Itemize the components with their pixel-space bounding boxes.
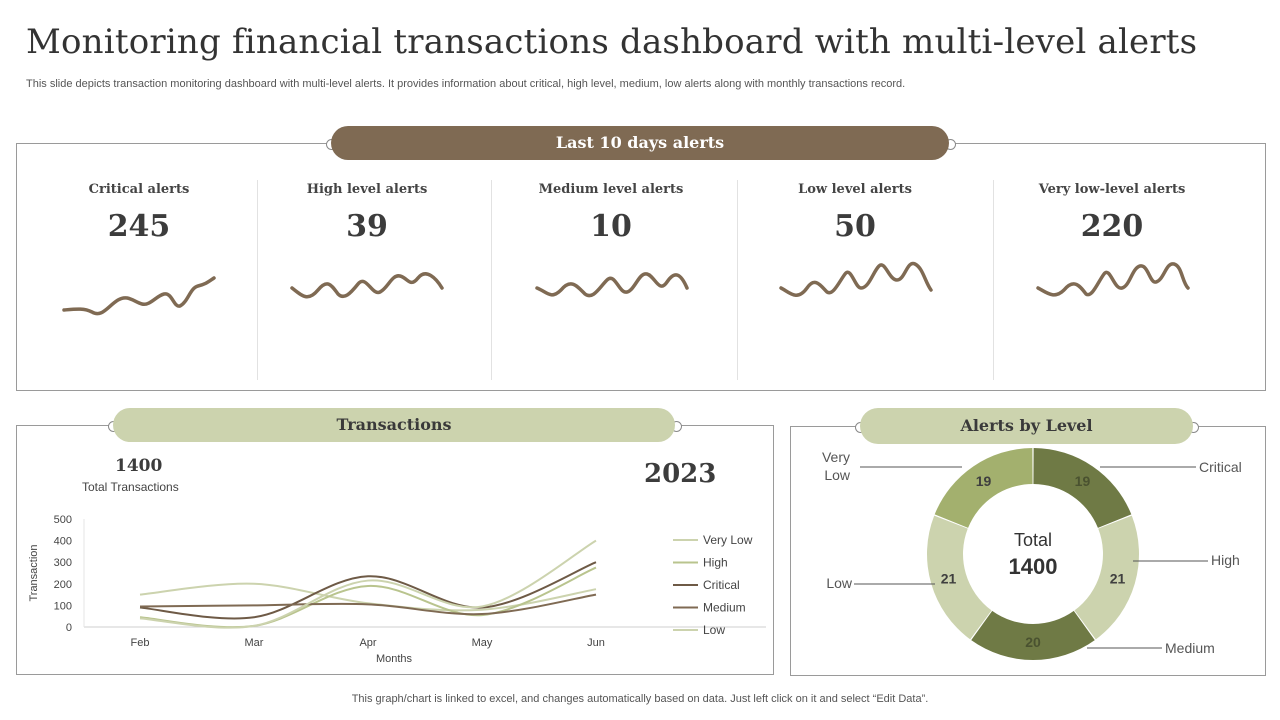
series-line-medium	[139, 593, 597, 616]
sparkline-very-low	[1036, 262, 1190, 297]
alert-value: 10	[590, 209, 632, 244]
alert-value: 50	[834, 209, 876, 244]
y-tick-label: 200	[54, 579, 72, 591]
total-transactions-value: 1400	[115, 456, 163, 476]
total-transactions-label: Total Transactions	[82, 480, 179, 494]
donut-value-label: 20	[1025, 634, 1041, 650]
donut-slice-medium	[971, 610, 1095, 660]
alert-low: Low level alerts 50	[740, 180, 970, 380]
legend-label: Very Low	[703, 533, 753, 547]
alert-high: High level alerts 39	[252, 180, 482, 380]
donut-value-label: 19	[1075, 473, 1091, 489]
alert-value: 39	[346, 209, 388, 244]
alerts-panel-header: Last 10 days alerts	[331, 126, 949, 160]
alerts-by-level-header: Alerts by Level	[860, 408, 1193, 444]
sparkline-low	[779, 261, 933, 297]
alert-very-low: Very low-level alerts 220	[997, 180, 1227, 380]
legend-label: Low	[703, 623, 725, 637]
transactions-panel-header: Transactions	[113, 408, 675, 442]
x-axis-title: Months	[376, 653, 413, 665]
donut-value-label: 21	[941, 571, 957, 587]
year-label: 2023	[644, 459, 717, 489]
sparkline-high	[290, 272, 444, 299]
alert-label: Low level alerts	[798, 182, 912, 197]
donut-value-label: 19	[976, 473, 992, 489]
donut-center-value: 1400	[1009, 554, 1058, 579]
legend-label: Critical	[703, 578, 740, 592]
alert-label: Medium level alerts	[538, 182, 684, 197]
donut-slice-high	[1074, 515, 1139, 640]
y-tick-label: 100	[54, 600, 72, 612]
y-tick-label: 0	[66, 622, 72, 634]
donut-center-label: Total	[1014, 530, 1052, 550]
x-tick-label: Mar	[245, 637, 264, 649]
divider	[257, 180, 258, 380]
donut-slice-very-low	[934, 448, 1033, 528]
divider	[491, 180, 492, 380]
sparkline-medium	[535, 272, 689, 298]
x-tick-label: May	[472, 637, 493, 649]
category-label: Medium	[1165, 640, 1215, 656]
alert-label: Very low-level alerts	[1038, 182, 1186, 197]
page-subtitle: This slide depicts transaction monitorin…	[26, 78, 906, 90]
donut-slice-low	[927, 515, 992, 640]
category-label: Very Low	[822, 449, 851, 483]
series-line-low	[139, 539, 597, 629]
alert-critical: Critical alerts 245	[24, 180, 254, 380]
page-title: Monitoring financial transactions dashbo…	[26, 22, 1198, 62]
donut-slice-critical	[1033, 448, 1132, 528]
alert-label: Critical alerts	[88, 182, 190, 197]
y-axis-title: Transaction	[28, 544, 40, 601]
alert-value: 245	[107, 209, 171, 244]
category-label: Critical	[1199, 459, 1242, 475]
donut-value-label: 21	[1110, 571, 1126, 587]
legend-label: High	[703, 556, 728, 570]
divider	[737, 180, 738, 380]
transactions-line-chart: 0 100 200 300 400 500 Feb Mar Apr May Jun Months Tra…	[28, 514, 766, 665]
alert-medium: Medium level alerts 10	[496, 180, 726, 380]
alerts-by-level-donut: 19 Critical 21 High 20 Medium 21 Low 19 Very Low To…	[822, 448, 1242, 660]
x-tick-label: Jun	[587, 637, 605, 649]
alert-value: 220	[1080, 209, 1144, 244]
divider	[993, 180, 994, 380]
y-tick-label: 500	[54, 514, 72, 526]
footer-note: This graph/chart is linked to excel, and…	[351, 693, 929, 705]
legend-label: Medium	[703, 601, 746, 615]
alerts-panel	[16, 143, 1266, 391]
y-tick-label: 400	[54, 536, 72, 548]
x-tick-label: Feb	[131, 637, 150, 649]
y-tick-label: 300	[54, 557, 72, 569]
transactions-panel	[16, 425, 774, 675]
alert-label: High level alerts	[306, 182, 428, 197]
sparkline-critical	[62, 276, 216, 316]
category-label: High	[1211, 552, 1240, 568]
series-line-critical	[139, 561, 597, 620]
category-label: Low	[826, 575, 853, 591]
x-tick-label: Apr	[359, 637, 376, 649]
